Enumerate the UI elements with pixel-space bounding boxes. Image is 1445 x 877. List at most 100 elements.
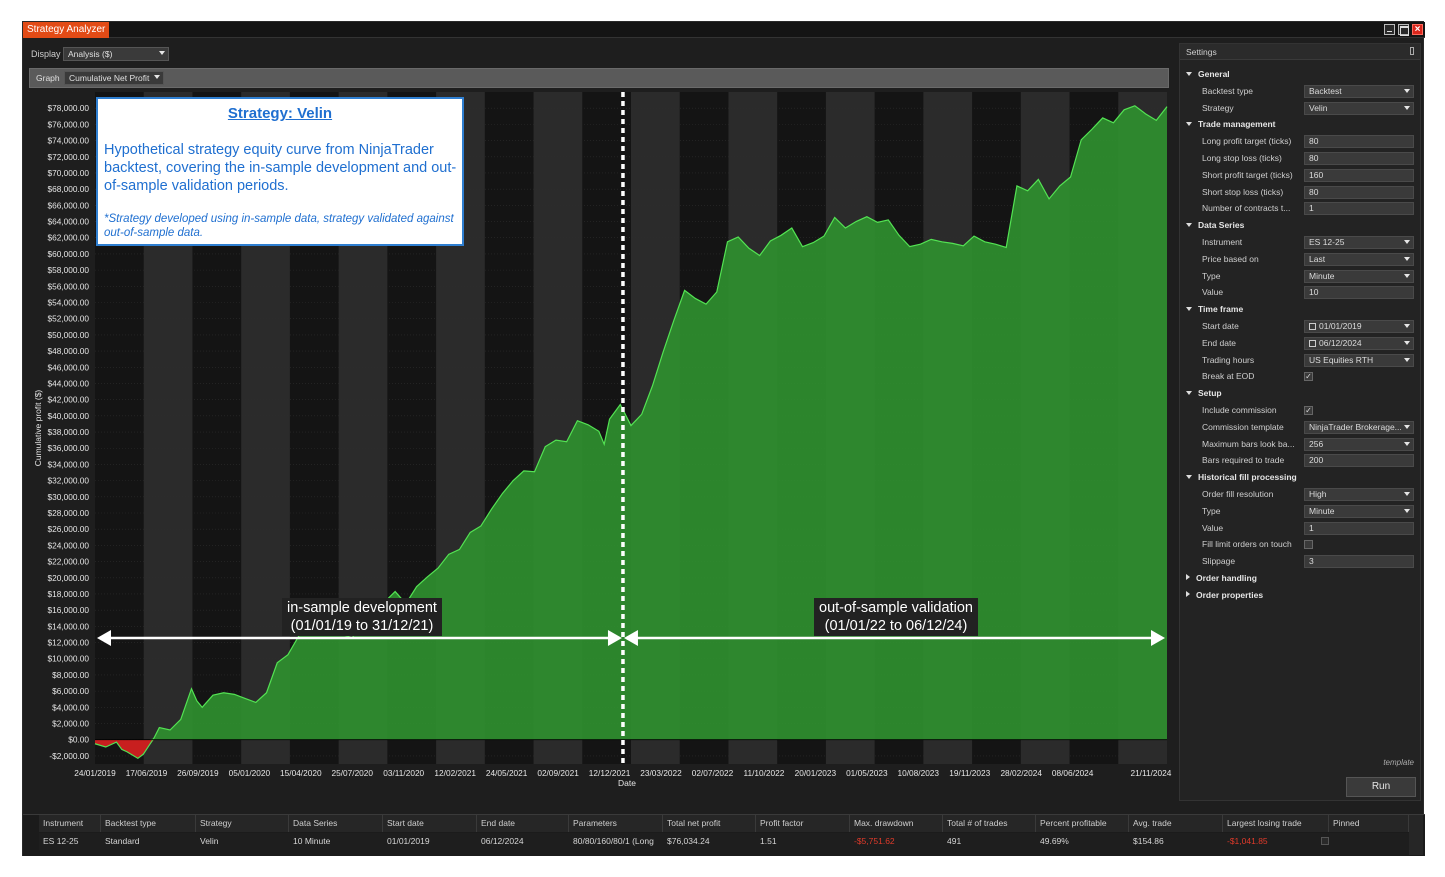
setting-value-field[interactable]: 10: [1304, 286, 1414, 300]
column-header[interactable]: Backtest type: [101, 815, 196, 832]
setting-value-field[interactable]: 06/12/2024: [1304, 336, 1414, 350]
result-cell[interactable]: -$1,041.85: [1223, 833, 1329, 850]
template-link[interactable]: template: [1383, 758, 1414, 767]
chevron-down-icon: [1404, 357, 1410, 362]
result-cell[interactable]: 06/12/2024: [477, 833, 569, 850]
section-label: Order handling: [1196, 573, 1257, 583]
display-combo[interactable]: Analysis ($): [63, 47, 169, 61]
setting-value-field[interactable]: 80: [1304, 152, 1414, 165]
settings-section-header[interactable]: Time frame: [1186, 302, 1243, 317]
y-tick-label: $20,000.00: [47, 573, 89, 583]
x-tick-label: 12/12/2021: [589, 768, 631, 778]
setting-value-field[interactable]: 256: [1304, 437, 1414, 451]
settings-section-header[interactable]: Historical fill processing: [1186, 470, 1297, 485]
result-cell[interactable]: $154.86: [1129, 833, 1223, 850]
column-header[interactable]: Pinned: [1329, 815, 1409, 832]
settings-section-header[interactable]: Setup: [1186, 386, 1222, 401]
setting-value-field[interactable]: High: [1304, 488, 1414, 501]
column-header[interactable]: Strategy: [196, 815, 289, 832]
y-tick-label: $0.00: [68, 735, 89, 745]
result-cell[interactable]: $76,034.24: [663, 833, 756, 850]
column-header[interactable]: Data Series: [289, 815, 383, 832]
result-cell[interactable]: 1.51: [756, 833, 850, 850]
setting-label: Type: [1202, 270, 1221, 281]
settings-section-header[interactable]: Order handling: [1186, 571, 1257, 586]
minimize-icon[interactable]: [1384, 24, 1395, 35]
setting-value: Velin: [1309, 102, 1328, 113]
setting-checkbox[interactable]: ✓: [1304, 406, 1313, 415]
settings-section-header[interactable]: Data Series: [1186, 218, 1244, 233]
setting-value: 200: [1309, 455, 1324, 466]
column-header[interactable]: Total net profit: [663, 815, 756, 832]
result-cell[interactable]: Velin: [196, 833, 289, 850]
arrow-head-icon: [607, 630, 622, 646]
result-cell[interactable]: -$5,751.62: [850, 833, 943, 850]
results-scrollbar[interactable]: [1409, 815, 1423, 855]
y-tick-label: $38,000.00: [47, 427, 89, 437]
column-header[interactable]: Largest losing trade: [1223, 815, 1329, 832]
graph-combo-value: Cumulative Net Profit: [69, 73, 150, 83]
result-cell[interactable]: 10 Minute: [289, 833, 383, 850]
in-sample-label: in-sample development (01/01/19 to 31/12…: [282, 598, 442, 636]
setting-checkbox[interactable]: [1304, 540, 1313, 550]
setting-value: Minute: [1309, 270, 1335, 281]
column-header[interactable]: Total # of trades: [943, 815, 1036, 832]
x-tick-label: 25/07/2020: [332, 768, 374, 778]
section-label: Time frame: [1198, 304, 1244, 315]
setting-value-field[interactable]: ES 12-25: [1304, 236, 1414, 249]
y-tick-label: $50,000.00: [47, 330, 89, 340]
arrow-head-icon: [1151, 630, 1165, 646]
setting-value-field[interactable]: Backtest: [1304, 84, 1414, 98]
setting-value-field[interactable]: 1: [1304, 521, 1414, 535]
close-icon[interactable]: ×: [1412, 24, 1423, 35]
setting-label: Number of contracts t...: [1202, 203, 1291, 214]
setting-value: 256: [1309, 438, 1324, 449]
column-header[interactable]: Profit factor: [756, 815, 850, 832]
column-header[interactable]: End date: [477, 815, 569, 832]
settings-section-header[interactable]: Order properties: [1186, 588, 1263, 603]
setting-value-field[interactable]: 80: [1304, 135, 1414, 149]
column-header[interactable]: Avg. trade: [1129, 815, 1223, 832]
y-tick-label: $6,000.00: [52, 686, 89, 696]
y-tick-label: -$2,000.00: [49, 751, 89, 761]
setting-value-field[interactable]: 160: [1304, 168, 1414, 182]
run-button[interactable]: Run: [1346, 777, 1416, 797]
result-cell[interactable]: [1329, 833, 1409, 850]
setting-value-field[interactable]: NinjaTrader Brokerage...: [1304, 420, 1414, 434]
maximize-icon[interactable]: [1398, 24, 1409, 36]
result-cell[interactable]: 01/01/2019: [383, 833, 477, 850]
y-tick-label: $18,000.00: [47, 589, 89, 599]
setting-value-field[interactable]: 80: [1304, 185, 1414, 199]
result-cell[interactable]: 491: [943, 833, 1036, 850]
column-header[interactable]: Max. drawdown: [850, 815, 943, 832]
column-header[interactable]: Parameters: [569, 815, 663, 832]
column-header[interactable]: Start date: [383, 815, 477, 832]
result-cell[interactable]: 80/80/160/80/1 (Long: [569, 833, 663, 850]
pin-icon[interactable]: [1410, 47, 1414, 55]
result-cell[interactable]: 49.69%: [1036, 833, 1129, 850]
settings-row: Order properties: [1180, 588, 1420, 603]
result-cell[interactable]: ES 12-25: [39, 833, 101, 850]
pinned-checkbox[interactable]: [1321, 837, 1329, 845]
setting-value-field[interactable]: 01/01/2019: [1304, 320, 1414, 333]
column-header[interactable]: Instrument: [39, 815, 101, 832]
column-header[interactable]: Percent profitable: [1036, 815, 1129, 832]
setting-value: High: [1309, 489, 1327, 499]
setting-value-field[interactable]: Minute: [1304, 504, 1414, 518]
setting-value-field[interactable]: Velin: [1304, 101, 1414, 115]
x-tick-label: 05/01/2020: [229, 768, 271, 778]
settings-section-header[interactable]: General: [1186, 67, 1230, 82]
setting-checkbox[interactable]: ✓: [1304, 372, 1313, 382]
setting-value-field[interactable]: 3: [1304, 555, 1414, 569]
setting-value-field[interactable]: 200: [1304, 454, 1414, 468]
y-tick-label: $74,000.00: [47, 136, 89, 146]
settings-section-header[interactable]: Trade management: [1186, 117, 1275, 132]
result-cell[interactable]: Standard: [101, 833, 196, 850]
setting-value-field[interactable]: 1: [1304, 202, 1414, 216]
setting-value-field[interactable]: Last: [1304, 252, 1414, 266]
settings-row: Historical fill processing: [1180, 470, 1420, 485]
setting-value-field[interactable]: US Equities RTH: [1304, 353, 1414, 367]
graph-combo[interactable]: Cumulative Net Profit: [64, 71, 164, 85]
setting-value-field[interactable]: Minute: [1304, 269, 1414, 283]
setting-label: Bars required to trade: [1202, 455, 1285, 466]
